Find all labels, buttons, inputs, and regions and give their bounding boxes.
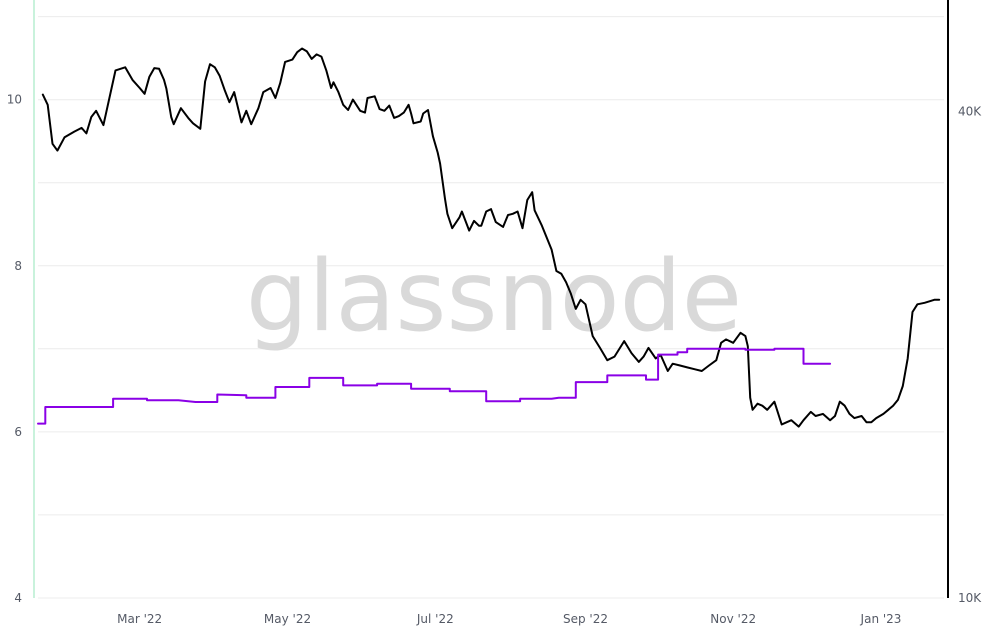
x-tick-label: Jan '23 bbox=[860, 612, 902, 626]
left-y-tick-label: 6 bbox=[14, 425, 22, 439]
left-y-axis-ticks: 4 6 8 10 bbox=[7, 93, 22, 605]
left-y-tick-label: 8 bbox=[14, 259, 22, 273]
x-tick-label: Mar '22 bbox=[117, 612, 162, 626]
series-line-right-axis bbox=[41, 47, 941, 428]
x-axis-ticks: Mar '22 May '22 Jul '22 Sep '22 Nov '22 Jan '… bbox=[117, 612, 901, 626]
series-lines bbox=[37, 47, 941, 428]
watermark: glassnode bbox=[246, 240, 742, 354]
gridlines bbox=[38, 16, 944, 599]
right-y-tick-label: 40K bbox=[958, 105, 982, 119]
x-tick-label: Nov '22 bbox=[710, 612, 756, 626]
x-tick-label: May '22 bbox=[264, 612, 311, 626]
right-y-axis-ticks: 10K 40K bbox=[958, 105, 982, 605]
x-tick-label: Jul '22 bbox=[416, 612, 454, 626]
left-y-tick-label: 10 bbox=[7, 93, 22, 107]
x-tick-label: Sep '22 bbox=[563, 612, 608, 626]
left-y-tick-label: 4 bbox=[14, 591, 22, 605]
series-line-left-axis bbox=[37, 347, 832, 425]
right-y-tick-label: 10K bbox=[958, 591, 982, 605]
